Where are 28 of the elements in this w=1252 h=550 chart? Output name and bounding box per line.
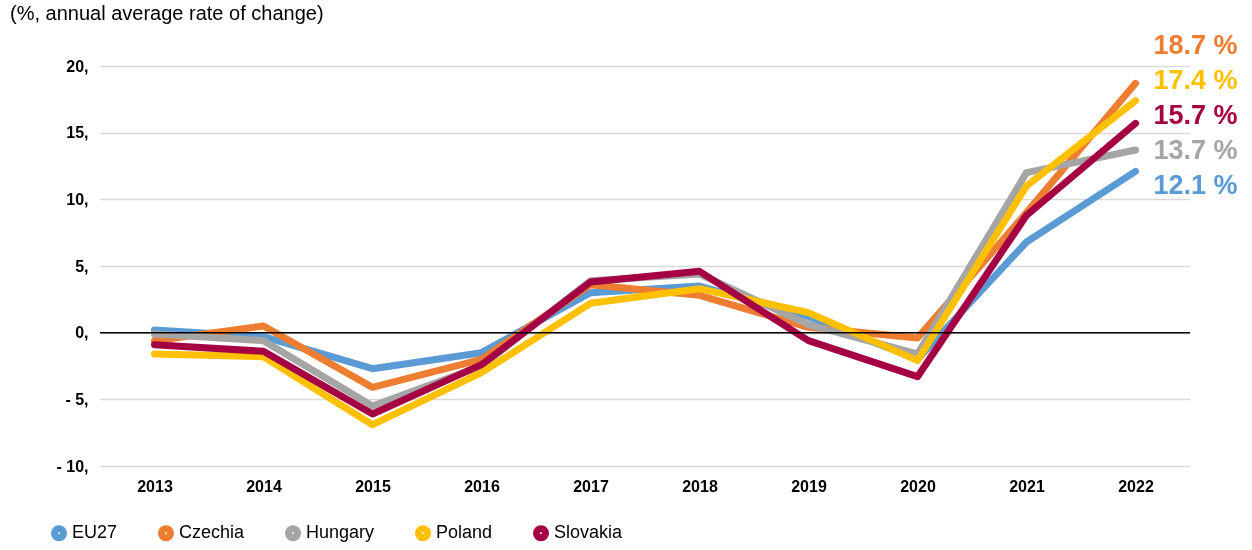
x-tick-label: 2013 [137,477,173,495]
x-tick-label: 2019 [791,477,827,495]
x-tick-label: 2015 [355,477,391,495]
x-tick-label: 2016 [464,477,500,495]
x-tick-label: 2014 [246,477,282,495]
x-tick-label: 2022 [1118,477,1154,495]
legend-label: Slovakia [554,522,624,543]
y-tick-label: 5, [75,257,89,275]
data-label: 12.1 % [1153,170,1238,200]
legend-label: Poland [436,522,493,543]
chart-title: (%, annual average rate of change) [10,2,324,24]
data-label: 13.7 % [1153,135,1238,165]
data-label: 18.7 % [1153,30,1238,60]
y-tick-label: - 10, [56,457,89,475]
y-tick-label: 15, [66,124,89,142]
y-tick-label: - 5, [65,390,89,408]
y-tick-label: 10, [66,190,89,208]
data-label: 17.4 % [1153,65,1238,95]
data-label: 15.7 % [1153,100,1238,130]
x-tick-label: 2018 [682,477,718,495]
x-tick-label: 2017 [573,477,609,495]
x-tick-label: 2021 [1009,477,1045,495]
x-tick-label: 2020 [900,477,936,495]
y-tick-label: 20, [66,57,89,75]
legend-label: Czechia [179,522,246,543]
y-tick-label: 0, [75,324,89,342]
legend-label: EU27 [72,522,118,543]
legend-label: Hungary [306,522,375,543]
